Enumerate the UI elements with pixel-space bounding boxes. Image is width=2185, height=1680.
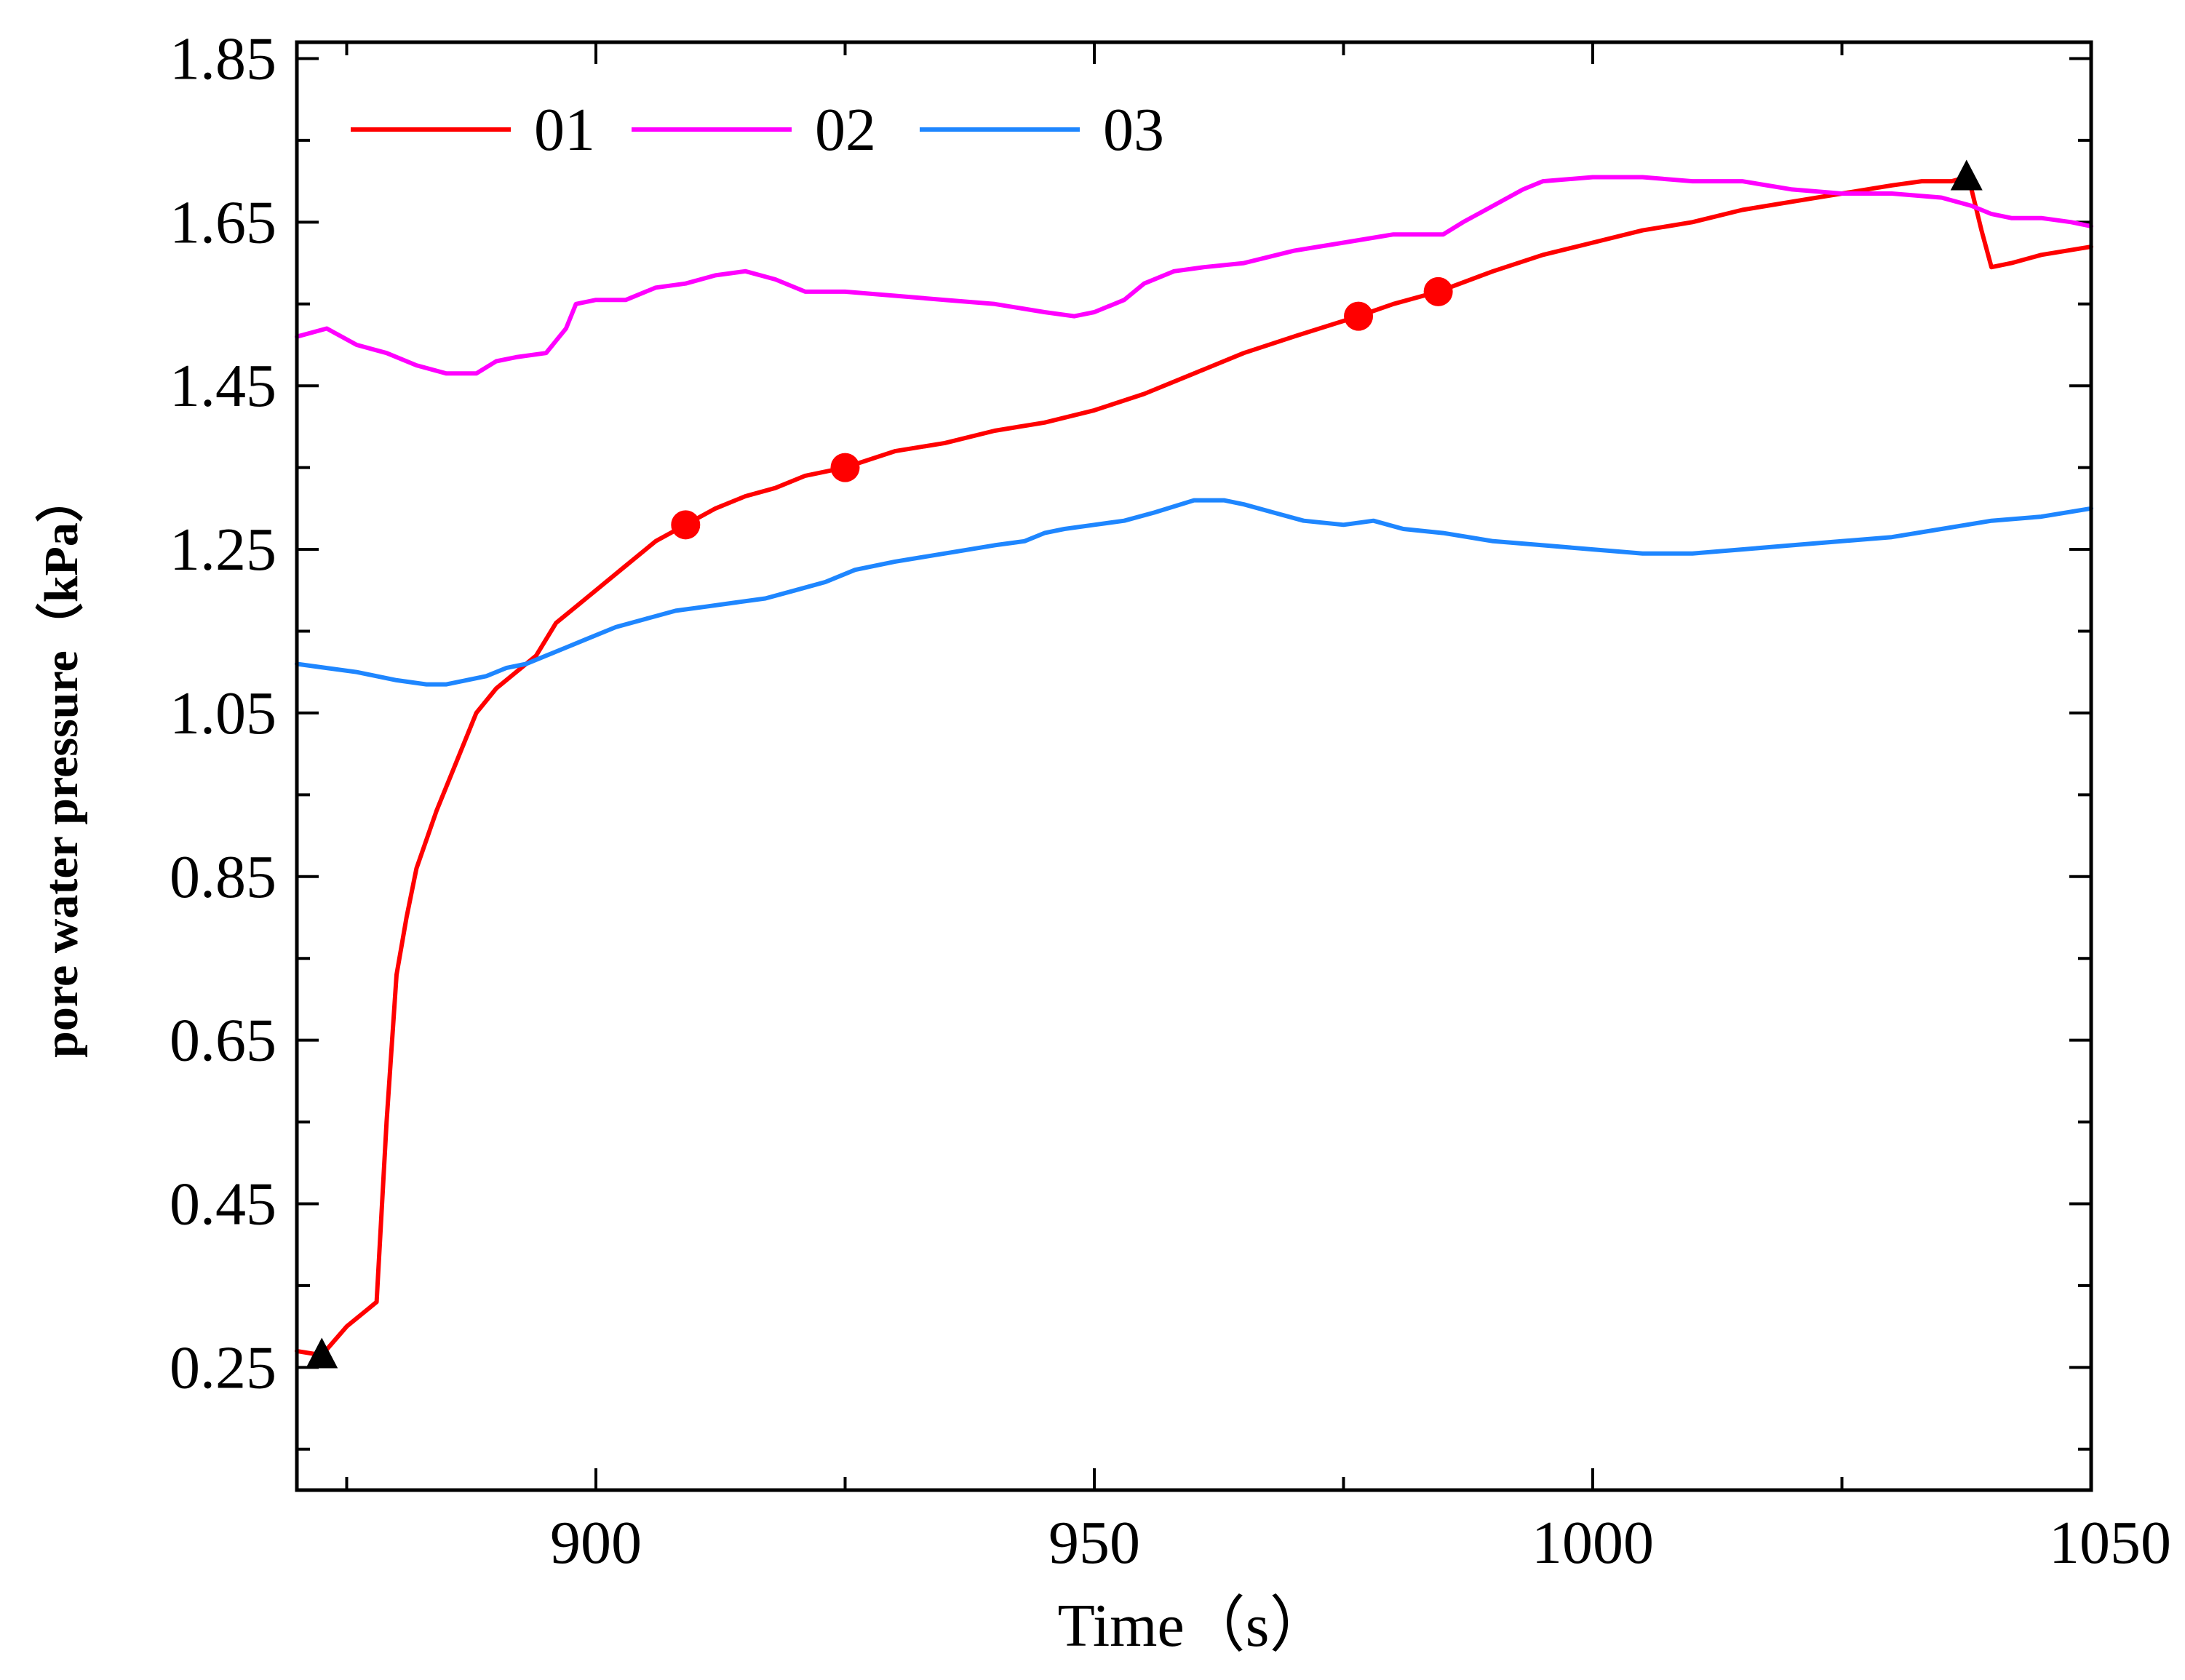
circle-marker: [671, 510, 701, 540]
x-tick-label: 900: [550, 1509, 642, 1577]
y-tick-label: 0.25: [170, 1334, 276, 1401]
series-line-01: [295, 175, 2093, 1358]
x-tick-label: 1000: [1532, 1509, 1654, 1577]
legend: 01 02 03: [351, 96, 1164, 164]
plot-frame: [295, 40, 2093, 1492]
y-tick-label: 1.05: [170, 680, 276, 747]
y-tick-labels: 0.25 0.45 0.65 0.85 1.05 1.25 1.45 1.65 1.85: [170, 25, 276, 1401]
x-tick-label: 950: [1048, 1509, 1140, 1577]
y-tick-label: 0.65: [170, 1007, 276, 1075]
x-tick-labels: 900 950 1000 1050: [550, 1509, 2171, 1577]
triangle-marker: [1950, 159, 1983, 191]
series-line-03: [295, 498, 2093, 687]
axis-ticks: [297, 42, 2093, 1490]
circle-marker: [1423, 276, 1453, 306]
y-tick-label: 1.25: [170, 516, 276, 584]
y-tick-label: 0.85: [170, 843, 276, 911]
triangle-marker: [306, 1337, 338, 1369]
y-tick-label: 1.65: [170, 188, 276, 256]
circle-marker: [830, 453, 860, 482]
y-axis-label: pore water pressure（kPa）: [34, 474, 88, 1058]
legend-label-01: 01: [534, 96, 595, 164]
x-tick-label: 1050: [2049, 1509, 2171, 1577]
circle-marker: [1344, 301, 1374, 331]
y-tick-label: 1.45: [170, 352, 276, 420]
y-tick-label: 1.85: [170, 25, 276, 92]
data-markers: [306, 159, 1983, 1369]
series-line-02: [295, 175, 2093, 376]
legend-label-02: 02: [815, 96, 876, 164]
data-series: [295, 175, 2093, 1358]
legend-label-03: 03: [1103, 96, 1164, 164]
y-tick-label: 0.45: [170, 1170, 276, 1238]
x-axis-label: Time（s）: [1057, 1592, 1330, 1660]
